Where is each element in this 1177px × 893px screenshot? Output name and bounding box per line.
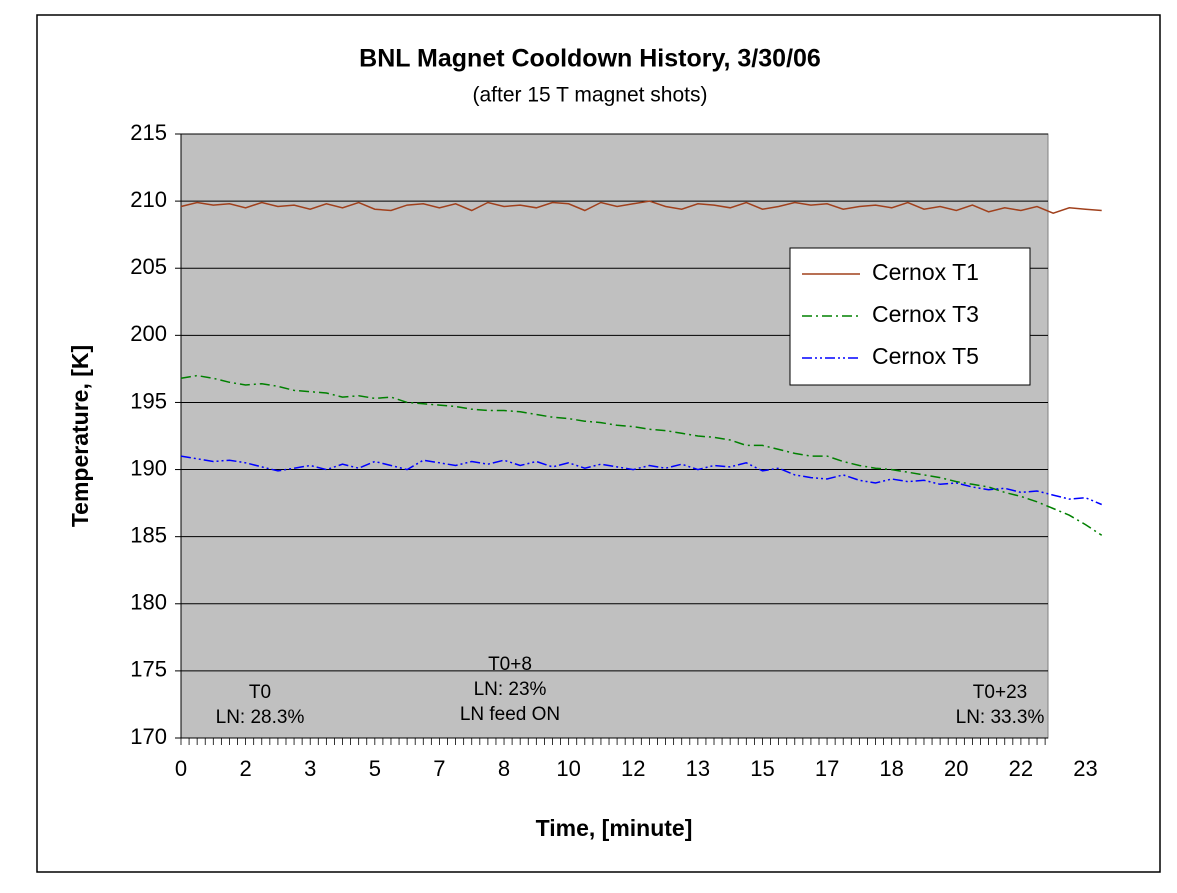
- y-axis-title: Temperature, [K]: [67, 345, 93, 527]
- x-tick-label: 10: [556, 756, 580, 781]
- x-tick-label: 7: [433, 756, 445, 781]
- chart-title: BNL Magnet Cooldown History, 3/30/06: [359, 45, 821, 73]
- x-tick-label: 2: [239, 756, 251, 781]
- x-tick-label: 18: [879, 756, 903, 781]
- y-tick-label: 205: [130, 254, 167, 279]
- legend-label: Cernox T5: [872, 343, 979, 369]
- y-tick-label: 200: [130, 321, 167, 346]
- annotation: T0: [249, 682, 271, 703]
- y-tick-label: 170: [130, 724, 167, 749]
- annotation: T0+8: [488, 654, 532, 675]
- y-tick-label: 185: [130, 522, 167, 547]
- annotation: LN feed ON: [460, 704, 560, 725]
- annotation: LN: 28.3%: [216, 707, 305, 728]
- x-tick-label: 8: [498, 756, 510, 781]
- x-tick-label: 5: [369, 756, 381, 781]
- legend-label: Cernox T1: [872, 259, 979, 285]
- x-tick-label: 23: [1073, 756, 1097, 781]
- x-tick-label: 13: [686, 756, 710, 781]
- annotation: LN: 33.3%: [956, 707, 1045, 728]
- y-tick-label: 190: [130, 455, 167, 480]
- plot-area: [180, 133, 1049, 739]
- annotation: T0+23: [973, 682, 1027, 703]
- x-tick-label: 22: [1009, 756, 1033, 781]
- y-tick-label: 195: [130, 388, 167, 413]
- y-tick-label: 210: [130, 187, 167, 212]
- y-tick-label: 175: [130, 657, 167, 682]
- x-tick-label: 3: [304, 756, 316, 781]
- x-tick-label: 17: [815, 756, 839, 781]
- annotation: LN: 23%: [474, 679, 547, 700]
- x-axis-title: Time, [minute]: [536, 815, 693, 841]
- x-tick-label: 15: [750, 756, 774, 781]
- y-tick-label: 215: [130, 120, 167, 145]
- series-line: [180, 455, 1102, 506]
- y-tick-label: 180: [130, 590, 167, 615]
- chart-subtitle: (after 15 T magnet shots): [472, 84, 707, 107]
- series-line: [180, 374, 1103, 536]
- x-tick-label: 20: [944, 756, 968, 781]
- x-tick-label: 0: [175, 756, 187, 781]
- x-tick-label: 12: [621, 756, 645, 781]
- series-line: [180, 200, 1102, 215]
- legend-label: Cernox T3: [872, 301, 979, 327]
